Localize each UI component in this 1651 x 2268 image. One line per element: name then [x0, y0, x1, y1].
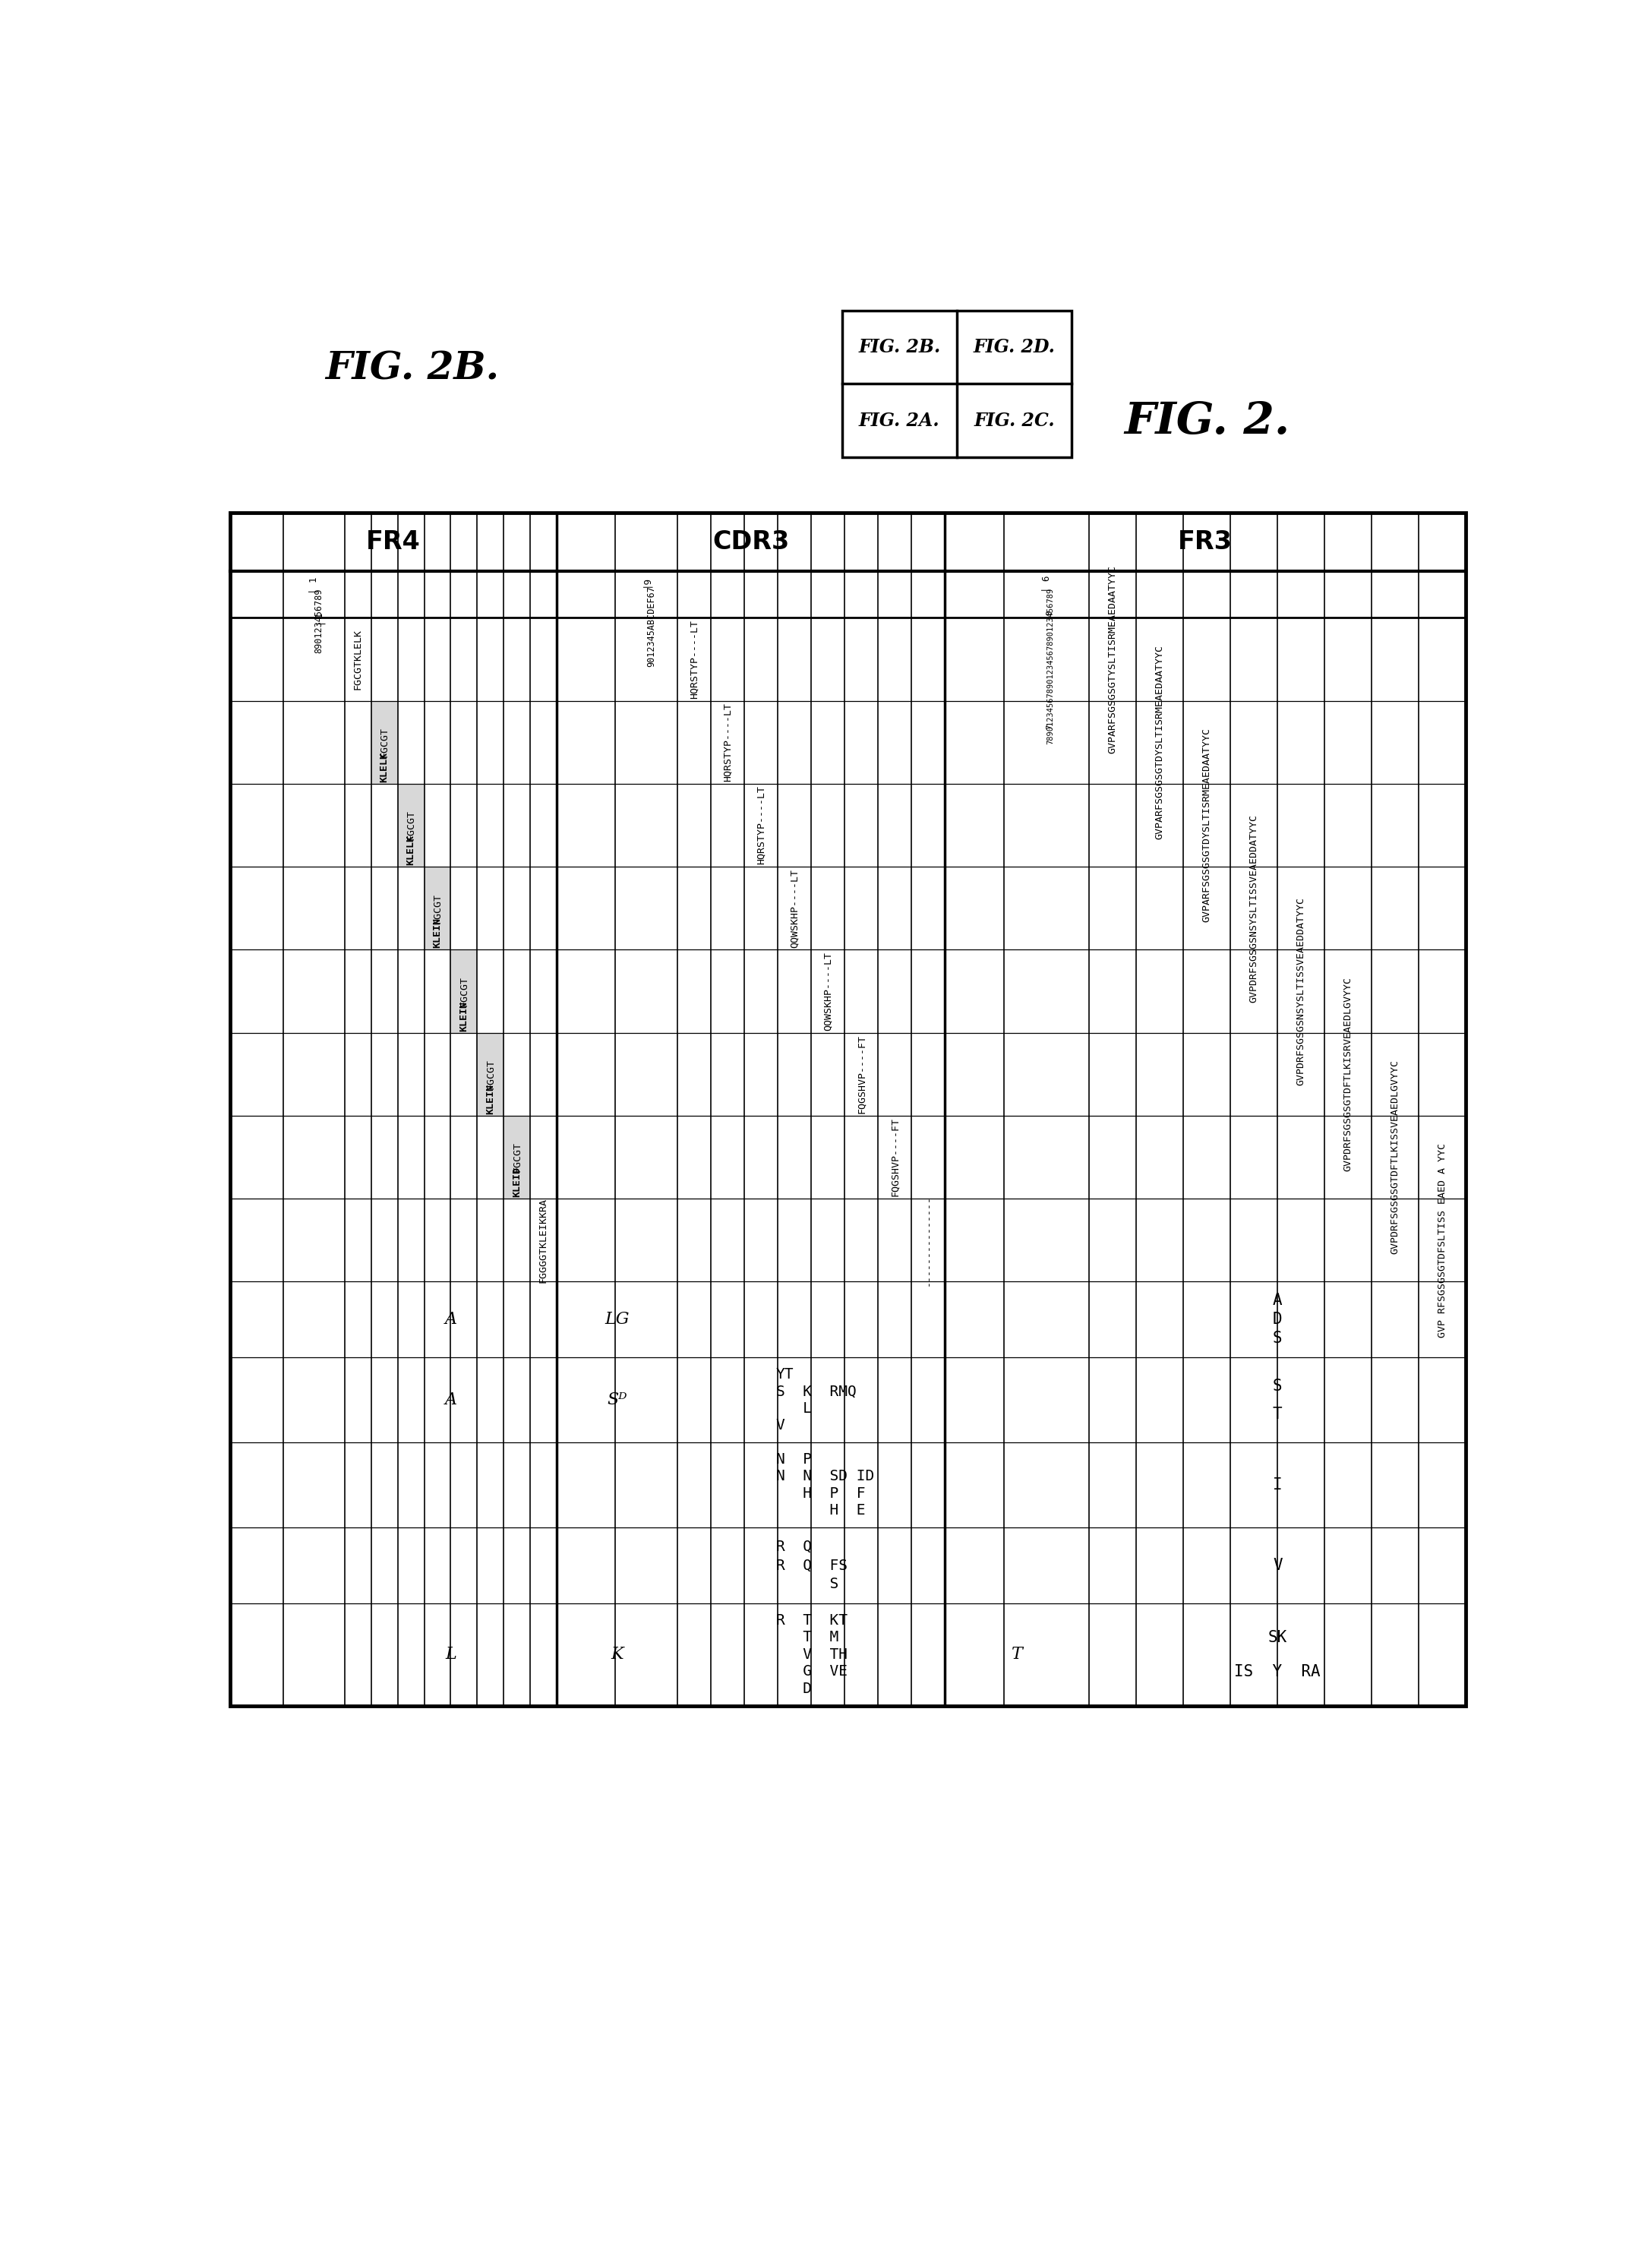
Text: G  VE: G VE — [776, 1665, 847, 1678]
Text: D: D — [776, 1681, 812, 1696]
Bar — [504, 1116, 530, 1198]
Text: V  TH: V TH — [776, 1647, 847, 1662]
Text: HQRSTYP----LT: HQRSTYP----LT — [688, 619, 698, 699]
Text: Sᴰ: Sᴰ — [608, 1393, 627, 1408]
Text: R  Q  FS: R Q FS — [776, 1558, 847, 1572]
Text: QQWSKHP----LT: QQWSKHP----LT — [789, 869, 799, 948]
Text: IS  Y  RA: IS Y RA — [1235, 1665, 1321, 1678]
Text: FIG. 2.: FIG. 2. — [1124, 401, 1289, 442]
Text: SK: SK — [1268, 1631, 1288, 1644]
Text: HQRSTYP----LT: HQRSTYP----LT — [756, 785, 766, 864]
Bar — [229, 513, 1466, 1706]
Text: FIG. 2B.: FIG. 2B. — [859, 338, 941, 356]
Text: T: T — [1273, 1406, 1283, 1422]
Text: 9012345ABCDEF67: 9012345ABCDEF67 — [646, 585, 655, 667]
Text: D: D — [1273, 1311, 1283, 1327]
Text: | 1: | 1 — [309, 576, 319, 594]
Text: T  M: T M — [776, 1631, 839, 1644]
Text: FIG. 2A.: FIG. 2A. — [859, 411, 939, 429]
Text: FIG. 2D.: FIG. 2D. — [972, 338, 1055, 356]
Text: KLEIN: KLEIN — [433, 919, 442, 948]
Bar — [398, 785, 424, 866]
Text: FGCGT: FGCGT — [406, 810, 416, 841]
Text: GVPDRFSGSGSGTDFTLKISRVEAEDLGVYYC: GVPDRFSGSGSGTDFTLKISRVEAEDLGVYYC — [1344, 978, 1354, 1170]
Text: FIG. 2C.: FIG. 2C. — [974, 411, 1055, 429]
Text: FQGSHVP----FT: FQGSHVP----FT — [890, 1118, 900, 1198]
Text: FQGSHVP----FT: FQGSHVP----FT — [857, 1034, 867, 1114]
Text: FGCGT: FGCGT — [512, 1143, 522, 1173]
Text: GVPARFSGSGSGTDYSLTISRMEAEDAATYYC: GVPARFSGSGSGTDYSLTISRMEAEDAATYYC — [1202, 728, 1212, 923]
Text: I: I — [1273, 1476, 1283, 1492]
Text: QQWSKHP----LT: QQWSKHP----LT — [822, 953, 832, 1030]
Text: N  P: N P — [776, 1452, 812, 1467]
Text: T: T — [1012, 1647, 1022, 1662]
Text: GVPARFSGSGSGTDYSLTISRMEAEDAATYYC: GVPARFSGSGSGTDYSLTISRMEAEDAATYYC — [1156, 644, 1164, 839]
Text: A: A — [444, 1311, 457, 1329]
Text: LG: LG — [604, 1311, 629, 1329]
Text: FGCGT: FGCGT — [485, 1059, 495, 1089]
Text: KLEIN: KLEIN — [459, 1000, 469, 1032]
Text: FGCGT: FGCGT — [380, 728, 390, 758]
Text: H  E: H E — [776, 1504, 865, 1517]
Text: |: | — [314, 617, 324, 624]
Text: KLELK: KLELK — [406, 835, 416, 866]
Text: 7                       8: 7 8 — [1047, 610, 1053, 730]
Text: 789012345678901234567890123456789: 789012345678901234567890123456789 — [1047, 587, 1053, 744]
Text: R  T  KT: R T KT — [776, 1613, 847, 1628]
Text: V: V — [776, 1418, 784, 1433]
Text: GVPDRFSGSGSGTDFTLKISSVEAEDLGVYYC: GVPDRFSGSGSGTDFTLKISSVEAEDLGVYYC — [1390, 1059, 1400, 1254]
Text: | 6: | 6 — [1042, 576, 1052, 592]
Text: FGCGT: FGCGT — [433, 894, 442, 923]
Text: S: S — [1273, 1331, 1283, 1347]
Text: GVP RFSGSGSGTDFSLTISS EAED A YYC: GVP RFSGSGSGTDFSLTISS EAED A YYC — [1438, 1143, 1448, 1338]
Text: GVPDRFSGSGSNSYSLTISSVEAEDDATYYC: GVPDRFSGSGSNSYSLTISSVEAEDDATYYC — [1250, 814, 1260, 1002]
Text: A: A — [1273, 1293, 1283, 1309]
Text: L: L — [776, 1402, 812, 1415]
Text: FR3: FR3 — [1179, 528, 1233, 553]
Text: GVPARFSGSGSGTYSLTISRMEAEDAATYYC: GVPARFSGSGSGTYSLTISRMEAEDAATYYC — [1108, 565, 1118, 753]
Text: |9: |9 — [641, 576, 650, 587]
Text: ---------------: --------------- — [923, 1195, 933, 1286]
Text: GVPDRFSGSGSNSYSLTISSVEAEDDATYYC: GVPDRFSGSGSNSYSLTISSVEAEDDATYYC — [1296, 898, 1306, 1086]
Text: S  K  RMQ: S K RMQ — [776, 1383, 857, 1399]
Text: 1: 1 — [314, 612, 324, 617]
Text: FGGGGTKLEIKKRA: FGGGGTKLEIKKRA — [538, 1198, 548, 1284]
Text: N  N  SD ID: N N SD ID — [776, 1470, 873, 1483]
Text: FGCGT: FGCGT — [459, 975, 469, 1007]
Text: R  Q: R Q — [776, 1540, 812, 1554]
Text: A: A — [444, 1393, 457, 1408]
Text: FR4: FR4 — [367, 528, 421, 553]
Bar — [451, 950, 477, 1032]
Text: KLEID: KLEID — [512, 1166, 522, 1198]
Bar — [371, 701, 398, 785]
Text: CDR3: CDR3 — [712, 528, 789, 553]
Text: L: L — [446, 1647, 456, 1662]
Text: FIG. 2B.: FIG. 2B. — [325, 352, 499, 388]
Text: V: V — [1273, 1558, 1283, 1572]
Text: 890123456789: 890123456789 — [314, 590, 324, 653]
Text: S: S — [1273, 1379, 1283, 1393]
Bar — [842, 311, 1071, 456]
Text: KLELK: KLELK — [380, 753, 390, 782]
Bar — [424, 866, 451, 950]
Text: YT: YT — [776, 1368, 794, 1381]
Bar — [477, 1032, 504, 1116]
Text: K: K — [611, 1647, 622, 1662]
Text: H  P  F: H P F — [776, 1486, 865, 1501]
Text: HQRSTYP----LT: HQRSTYP----LT — [723, 703, 733, 782]
Text: FGCGTKLELK: FGCGTKLELK — [353, 628, 363, 689]
Text: KLEIN: KLEIN — [485, 1084, 495, 1114]
Text: S: S — [776, 1576, 839, 1592]
